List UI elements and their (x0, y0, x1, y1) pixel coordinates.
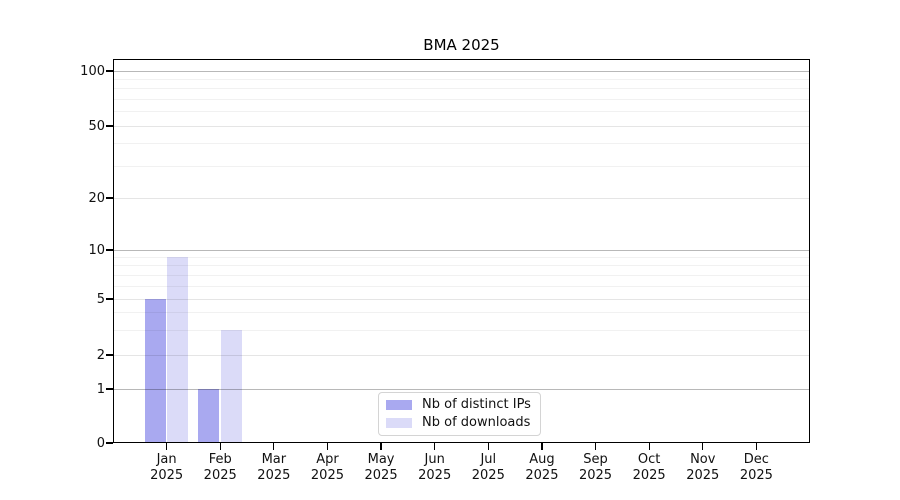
minor-gridline-40 (114, 143, 809, 145)
gridline-2 (114, 354, 809, 356)
legend: Nb of distinct IPs Nb of downloads (378, 392, 541, 436)
x-tick-label-jun: Jun 2025 (418, 452, 452, 483)
minor-gridline-7 (114, 274, 809, 276)
x-tick-label-oct: Oct 2025 (632, 452, 666, 483)
x-tick-nov (702, 443, 704, 450)
y-tick-label-2: 2 (96, 347, 105, 363)
bar-downloads-jan (167, 257, 189, 443)
minor-gridline-3 (114, 329, 809, 331)
x-tick-feb (219, 443, 221, 450)
gridline-10 (114, 249, 809, 251)
x-tick-label-nov: Nov 2025 (686, 452, 720, 483)
minor-gridline-60 (114, 111, 809, 113)
gridline-100 (114, 70, 809, 72)
x-tick-jun (434, 443, 436, 450)
minor-gridline-70 (114, 98, 809, 100)
minor-gridline-8 (114, 265, 809, 267)
gridline-50 (114, 125, 809, 127)
y-tick-100 (106, 70, 113, 72)
gridline-20 (114, 197, 809, 199)
y-tick-50 (106, 125, 113, 127)
x-tick-label-sep: Sep 2025 (578, 452, 613, 483)
y-tick-label-1: 1 (96, 381, 105, 397)
minor-gridline-9 (114, 256, 809, 258)
x-tick-label-may: May 2025 (364, 452, 398, 483)
x-tick-label-dec: Dec 2025 (739, 452, 773, 483)
x-tick-dec (755, 443, 758, 450)
minor-gridline-80 (114, 88, 809, 90)
y-tick-10 (106, 249, 113, 251)
gridline-5 (114, 298, 809, 300)
x-tick-sep (594, 443, 597, 450)
x-tick-may (380, 443, 382, 450)
bar-downloads-feb (220, 330, 242, 443)
y-tick-label-10: 10 (88, 242, 105, 258)
y-tick-label-20: 20 (88, 190, 105, 206)
legend-item-ips: Nb of distinct IPs (386, 397, 531, 412)
x-tick-aug (541, 443, 543, 450)
y-tick-label-5: 5 (96, 291, 105, 307)
minor-gridline-90 (114, 78, 809, 80)
legend-item-downloads: Nb of downloads (386, 415, 531, 430)
y-tick-20 (106, 197, 113, 199)
x-tick-mar (273, 443, 275, 450)
minor-gridline-6 (114, 285, 809, 287)
minor-gridline-4 (114, 312, 809, 314)
bar-ips-feb (198, 389, 220, 443)
x-tick-label-feb: Feb 2025 (203, 452, 237, 483)
chart-title: BMA 2025 (423, 36, 500, 54)
y-tick-2 (106, 354, 113, 356)
x-tick-jul (487, 443, 489, 450)
x-tick-label-apr: Apr 2025 (310, 452, 344, 483)
legend-label: Nb of downloads (422, 415, 531, 430)
y-tick-label-50: 50 (88, 118, 105, 134)
y-tick-5 (106, 298, 113, 300)
x-tick-jan (165, 443, 168, 450)
y-tick-label-100: 100 (80, 63, 105, 79)
plot-area (113, 59, 810, 443)
minor-gridline-30 (114, 165, 809, 167)
x-tick-label-jan: Jan 2025 (150, 452, 184, 483)
legend-swatch-ips (386, 399, 412, 410)
x-tick-apr (326, 443, 329, 450)
gridline-1 (114, 388, 809, 390)
x-tick-label-jul: Jul 2025 (471, 452, 505, 483)
legend-swatch-downloads (386, 417, 412, 428)
y-tick-0 (106, 442, 113, 444)
x-tick-label-aug: Aug 2025 (525, 452, 559, 483)
x-tick-oct (648, 443, 650, 450)
bar-ips-jan (144, 299, 166, 443)
y-tick-1 (106, 388, 113, 390)
x-tick-label-mar: Mar 2025 (257, 452, 291, 483)
y-tick-label-0: 0 (96, 435, 105, 451)
legend-label: Nb of distinct IPs (422, 397, 531, 412)
